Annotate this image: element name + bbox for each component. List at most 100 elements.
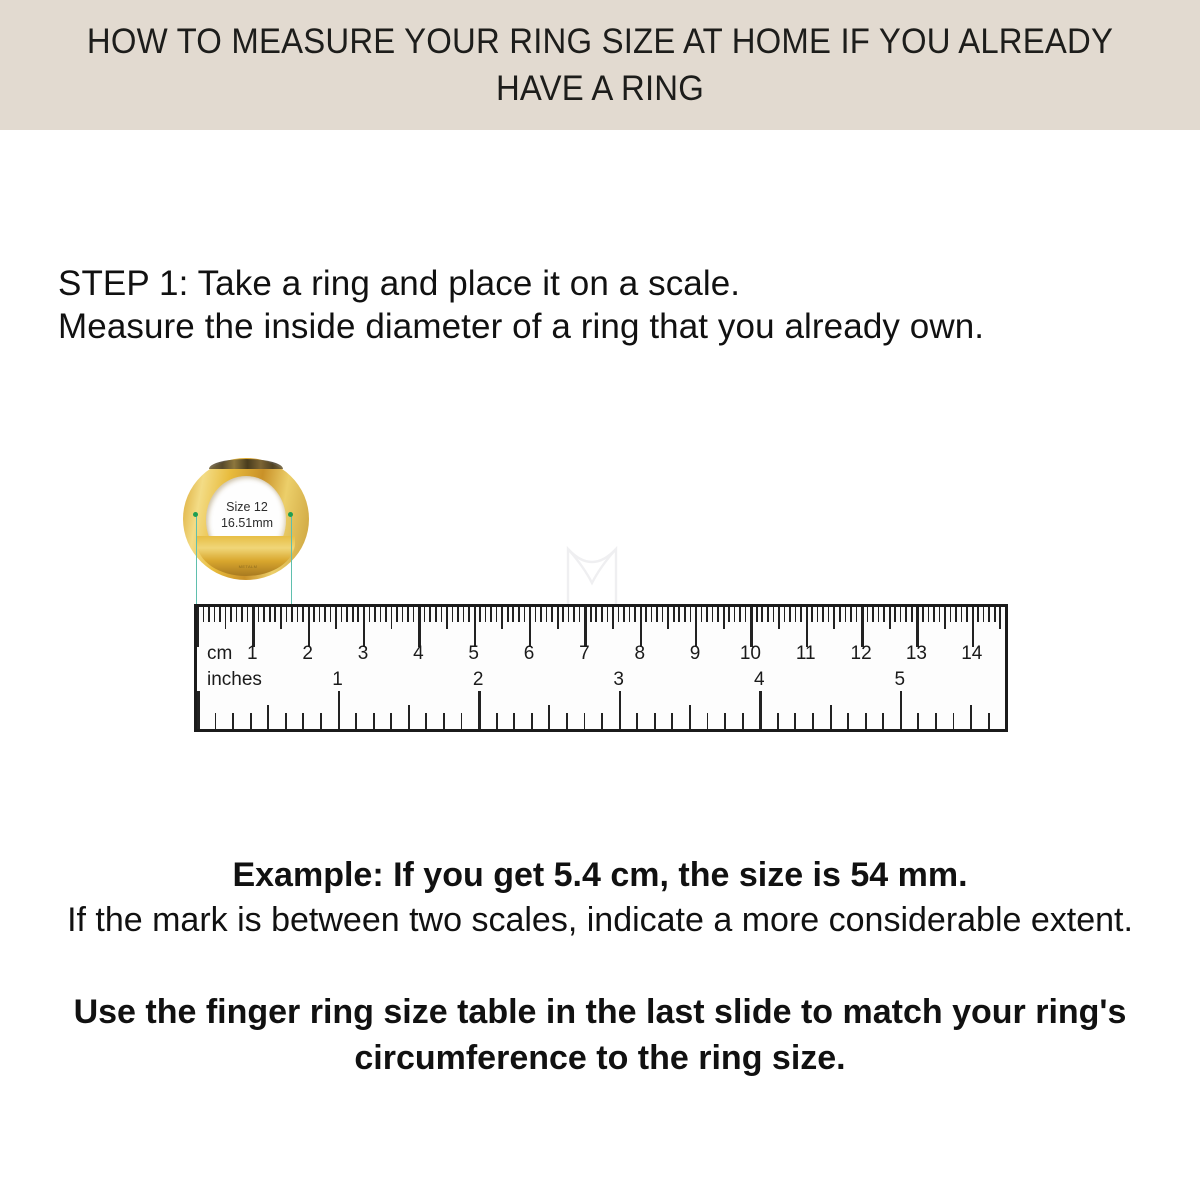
ruler-tick-cm <box>401 607 404 622</box>
ruler-tick-inch <box>811 713 814 729</box>
ruler-tick-cm <box>750 607 753 647</box>
ruler-tick-inch <box>688 705 691 729</box>
ruler-tick-cm <box>434 607 437 622</box>
ruler-tick-cm <box>617 607 620 622</box>
ruler-tick-cm <box>661 607 664 622</box>
ruler-cm-number: 3 <box>357 643 369 664</box>
ruler-tick-cm <box>484 607 487 622</box>
ruler-tick-cm <box>368 607 371 622</box>
ruler-tick-cm <box>938 607 941 622</box>
ruler-cm-label: cm <box>207 643 233 664</box>
ruler-tick-cm <box>468 607 470 622</box>
ruler-tick-cm <box>993 607 996 622</box>
ruler-tick-cm <box>529 607 532 647</box>
ruler-tick-cm <box>584 607 587 647</box>
ruler-tick-cm <box>982 607 985 622</box>
ruler-tick-cm <box>634 607 636 622</box>
ruler-tick-cm <box>739 607 741 622</box>
ring-size-text: Size 12 <box>226 500 268 514</box>
ruler-tick-cm <box>894 607 896 622</box>
ruler-cm-number: 13 <box>905 643 927 664</box>
ruler-tick-cm <box>905 607 907 622</box>
ruler-tick-cm <box>767 607 769 622</box>
ruler-tick-cm <box>202 607 205 622</box>
closing-text: Use the finger ring size table in the la… <box>20 989 1180 1081</box>
ruler-tick-inch <box>847 713 849 729</box>
measure-point-left <box>193 512 198 517</box>
ruler-tick-cm <box>501 607 504 629</box>
ruler-inch-number: 4 <box>753 669 765 690</box>
ruler-tick-cm <box>374 607 376 622</box>
ruler-tick-cm <box>711 607 714 622</box>
ruler-tick-cm <box>545 607 548 622</box>
ruler-tick-cm <box>794 607 797 622</box>
ruler-tick-cm <box>816 607 819 622</box>
ruler-tick-cm <box>910 607 913 622</box>
ruler-tick-inch <box>249 713 252 729</box>
ruler-tick-cm <box>274 607 277 622</box>
page-title: HOW TO MEASURE YOUR RING SIZE AT HOME IF… <box>86 22 1114 108</box>
ruler-tick-cm <box>944 607 946 629</box>
ruler-inch-number: 3 <box>613 669 624 690</box>
ruler-tick-inch <box>741 713 744 729</box>
ruler-tick-cm <box>396 607 398 622</box>
ruler-tick-cm <box>197 607 200 647</box>
ruler-tick-cm <box>556 607 559 629</box>
ruler-tick-inch <box>548 705 551 729</box>
ruler-tick-cm <box>778 607 780 629</box>
ruler-tick-inch <box>917 713 920 729</box>
ruler-tick-cm <box>224 607 227 629</box>
ruler-tick-inch <box>372 713 375 729</box>
ring-illustration: METALM Size 12 16.51mm <box>183 458 313 583</box>
ruler-tick-cm <box>999 607 1002 629</box>
ruler-cm-number: 12 <box>850 643 872 664</box>
ruler-tick-cm <box>811 607 813 622</box>
ruler-tick-inch <box>864 713 867 729</box>
closing-line-2: circumference to the ring size. <box>354 1039 846 1077</box>
ruler-tick-cm <box>285 607 288 622</box>
ruler-tick-inch <box>987 713 990 729</box>
ruler-tick-cm <box>921 607 924 622</box>
ruler-cm-number: 2 <box>302 643 313 664</box>
ruler-tick-cm <box>351 607 354 622</box>
measure-guide-line-right <box>291 514 292 606</box>
ruler-tick-cm <box>717 607 719 622</box>
ruler-tick-inch <box>882 713 885 729</box>
ruler-tick-cm <box>955 607 957 622</box>
ruler-tick-cm <box>645 607 647 622</box>
example-line-2: If the mark is between two scales, indic… <box>67 901 1133 939</box>
ruler-tick-inch <box>618 691 622 729</box>
ruler-tick-cm <box>949 607 952 622</box>
ring-size-label: Size 12 16.51mm <box>203 500 291 531</box>
ruler-tick-inch <box>214 713 217 729</box>
ruler-tick-cm <box>329 607 332 622</box>
ruler-inch-number: 1 <box>332 669 343 690</box>
ruler-tick-inch <box>601 713 603 729</box>
ruler-inches-label: inches <box>207 669 262 690</box>
ruler-cm-number: 10 <box>739 643 761 664</box>
ruler-tick-cm <box>722 607 725 629</box>
ruler-tick-cm <box>960 607 963 622</box>
ruler-tick-cm <box>628 607 631 622</box>
ruler-tick-cm <box>357 607 360 622</box>
ruler-tick-cm <box>855 607 858 622</box>
ruler-tick-cm <box>667 607 670 629</box>
ruler-tick-cm <box>313 607 315 622</box>
ruler-tick-inch <box>759 691 762 729</box>
ruler-cm-number: 4 <box>413 643 424 664</box>
ruler-tick-inch <box>565 713 568 729</box>
ruler-tick-cm <box>379 607 382 622</box>
ruler-tick-cm <box>257 607 260 622</box>
ruler-tick-inch <box>267 705 270 729</box>
ruler-tick-inch <box>513 713 516 729</box>
ruler-tick-inch <box>724 713 726 729</box>
ruler-tick-cm <box>324 607 326 622</box>
ruler-cm-number: 1 <box>247 643 258 664</box>
ruler-tick-cm <box>523 607 526 622</box>
ruler-tick-inch <box>706 713 709 729</box>
ruler-tick-cm <box>296 607 299 622</box>
ruler-tick-cm <box>656 607 658 622</box>
ruler-tick-cm <box>446 607 448 629</box>
ruler-tick-inch <box>232 713 234 729</box>
ruler-tick-inch <box>425 713 428 729</box>
